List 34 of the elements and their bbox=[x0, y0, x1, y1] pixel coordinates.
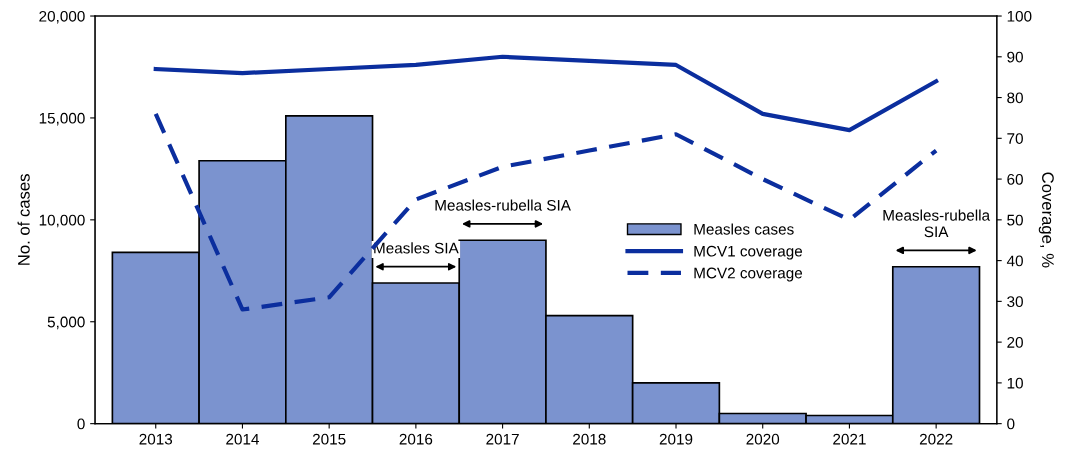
y2-tick-label: 80 bbox=[1007, 92, 1023, 104]
y-tick-label: 20,000 bbox=[39, 10, 85, 24]
x-tick-label: 2021 bbox=[833, 433, 866, 445]
x-tick-label: 2015 bbox=[312, 433, 346, 445]
annotation: Measles-rubella SIA bbox=[883, 209, 991, 238]
x-tick-label: 2016 bbox=[399, 433, 433, 445]
y2-tick-label: 70 bbox=[1007, 133, 1023, 144]
annotation: Measles-rubella SIA bbox=[435, 199, 571, 211]
y-tick-label: 15,000 bbox=[39, 112, 85, 126]
y2-tick-label: 30 bbox=[1007, 296, 1023, 308]
y2-tick-label: 0 bbox=[1007, 418, 1015, 430]
x-tick-label: 2013 bbox=[139, 433, 173, 445]
x-tick-label: 2018 bbox=[573, 433, 606, 445]
x-tick-label: 2017 bbox=[486, 433, 519, 445]
line-series bbox=[153, 54, 939, 133]
y2-tick-label: 10 bbox=[1007, 377, 1023, 389]
legend-label: MCV1 coverage bbox=[694, 245, 803, 260]
x-tick-label: 2022 bbox=[919, 433, 953, 445]
y-tick-label: 0 bbox=[77, 418, 85, 430]
y2-tick-label: 50 bbox=[1007, 214, 1023, 226]
legend-label: MCV2 coverage bbox=[694, 267, 803, 282]
y-tick-label: 5,000 bbox=[47, 316, 85, 330]
y2-tick-label: 100 bbox=[1007, 10, 1032, 22]
y2-tick-label: 90 bbox=[1007, 51, 1023, 63]
y2-tick-label: 60 bbox=[1007, 173, 1023, 185]
x-tick-label: 2020 bbox=[746, 433, 780, 445]
y-tick-label: 10,000 bbox=[39, 214, 85, 228]
x-tick-label: 2014 bbox=[226, 433, 259, 445]
y2-tick-label: 20 bbox=[1007, 336, 1023, 348]
x-tick-label: 2019 bbox=[659, 433, 693, 445]
y2-tick-label: 40 bbox=[1006, 255, 1023, 267]
y2-axis-title: Coverage, % bbox=[1038, 172, 1054, 268]
legend-label: Measles cases bbox=[694, 223, 794, 235]
y-axis-title: No. of cases bbox=[17, 174, 30, 265]
